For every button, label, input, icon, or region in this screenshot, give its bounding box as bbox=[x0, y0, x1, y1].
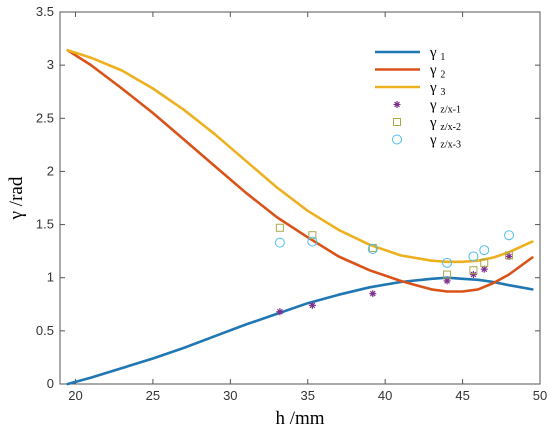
series-line bbox=[66, 276, 534, 386]
x-tick-label: 40 bbox=[378, 388, 392, 403]
x-tick-label: 45 bbox=[455, 388, 469, 403]
plot-area bbox=[59, 11, 541, 385]
marker-asterisk bbox=[443, 277, 451, 285]
marker-square bbox=[480, 258, 489, 267]
marker-circle bbox=[479, 245, 490, 256]
y-axis: 0 0.5 1 1.5 2 2.5 3 3.5 bbox=[36, 4, 540, 391]
series-1 bbox=[66, 276, 534, 386]
marker-circle bbox=[392, 134, 402, 145]
marker-circle bbox=[274, 237, 285, 248]
marker-circle bbox=[504, 230, 515, 241]
marker-asterisk bbox=[369, 290, 377, 298]
y-tick-label: 3.5 bbox=[36, 4, 54, 19]
x-axis: 20 25 30 35 40 45 50 bbox=[68, 12, 547, 403]
legend-swatch bbox=[393, 118, 401, 126]
series-4 bbox=[276, 252, 513, 316]
marker-square bbox=[505, 251, 514, 260]
x-tick-label: 20 bbox=[68, 388, 82, 403]
series-layer bbox=[66, 49, 534, 386]
y-axis-title: γ /rad bbox=[6, 176, 27, 220]
marker-circle bbox=[367, 244, 378, 255]
y-tick-label: 2 bbox=[47, 163, 54, 178]
marker-circle bbox=[468, 251, 479, 262]
marker-square bbox=[443, 270, 452, 279]
legend: γ 1γ 2γ 3γ z/x-1γ z/x-2γ z/x-3 bbox=[375, 45, 461, 151]
y-tick-label: 0 bbox=[47, 376, 54, 391]
marker-asterisk bbox=[469, 271, 477, 279]
legend-swatch bbox=[393, 101, 401, 108]
marker-square bbox=[308, 231, 317, 240]
marker-asterisk bbox=[393, 101, 401, 108]
marker-square bbox=[393, 118, 401, 126]
series-line bbox=[66, 49, 534, 264]
series-6 bbox=[274, 230, 515, 268]
x-tick-label: 25 bbox=[146, 388, 160, 403]
marker-asterisk bbox=[308, 301, 316, 309]
y-tick-label: 2.5 bbox=[36, 110, 54, 125]
x-tick-label: 50 bbox=[533, 388, 547, 403]
series-2 bbox=[66, 49, 534, 293]
marker-asterisk bbox=[276, 308, 284, 316]
marker-circle bbox=[307, 236, 318, 247]
series-3 bbox=[66, 49, 534, 264]
marker-square bbox=[469, 266, 478, 275]
y-tick-label: 3 bbox=[47, 57, 54, 72]
legend-swatch bbox=[392, 134, 402, 145]
y-tick-label: 0.5 bbox=[36, 323, 54, 338]
marker-asterisk bbox=[480, 265, 488, 273]
marker-square bbox=[275, 223, 284, 232]
y-tick-label: 1 bbox=[47, 270, 54, 285]
x-tick-label: 35 bbox=[301, 388, 315, 403]
series-line bbox=[66, 49, 534, 293]
x-tick-label: 30 bbox=[223, 388, 237, 403]
x-axis-title: h /mm bbox=[275, 408, 324, 429]
marker-circle bbox=[442, 257, 453, 268]
y-tick-label: 1.5 bbox=[36, 217, 54, 232]
